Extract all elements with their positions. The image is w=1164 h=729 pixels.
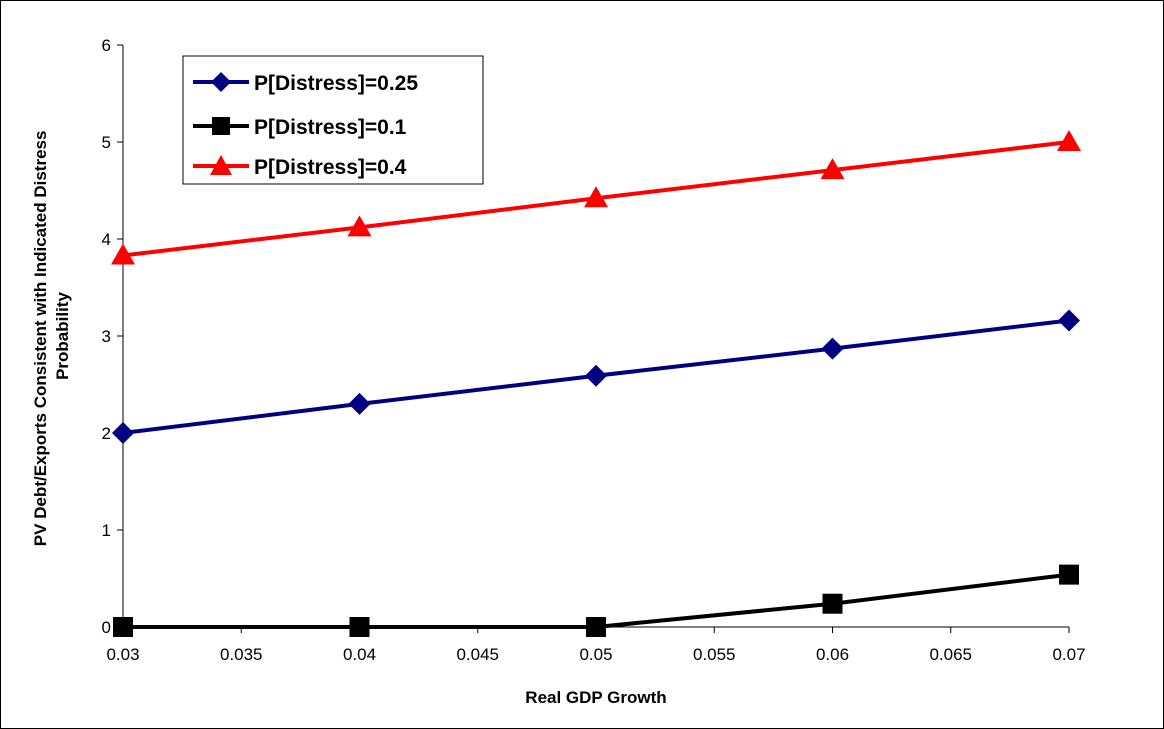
legend-label-0: P[Distress]=0.25 xyxy=(254,72,418,95)
data-point-diamond xyxy=(585,364,607,387)
legend-marker-triangle-icon xyxy=(210,155,232,175)
y-ticks: 0 1 2 3 4 5 6 xyxy=(102,36,123,637)
data-point-triangle xyxy=(111,243,135,265)
series-layer xyxy=(111,130,1081,637)
x-tick-label: 0.05 xyxy=(579,645,612,664)
legend-marker-square-icon xyxy=(212,117,230,135)
series-0 xyxy=(112,309,1080,444)
data-point-diamond xyxy=(821,337,844,360)
x-tick-label: 0.06 xyxy=(816,645,849,664)
y-axis-title: PV Debt/Exports Consistent with Indicate… xyxy=(31,126,72,546)
legend-label-2: P[Distress]=0.4 xyxy=(254,156,407,179)
data-point-square xyxy=(586,617,606,637)
legend-label-1: P[Distress]=0.1 xyxy=(254,116,407,139)
x-tick-label: 0.04 xyxy=(343,645,376,664)
series-1 xyxy=(113,564,1079,637)
legend-item-series-0: P[Distress]=0.25 xyxy=(193,72,418,95)
x-axis-title: Real GDP Growth xyxy=(525,688,666,707)
legend-box xyxy=(182,55,484,185)
data-point-diamond xyxy=(112,422,134,444)
x-tick-label: 0.03 xyxy=(106,645,139,664)
x-tick-label: 0.035 xyxy=(220,645,263,664)
legend-item-series-2: P[Distress]=0.4 xyxy=(193,155,407,179)
y-tick-label: 6 xyxy=(102,36,111,55)
data-point-triangle xyxy=(1057,130,1081,151)
series-2 xyxy=(111,130,1081,265)
x-ticks: 0.03 0.035 0.04 0.045 0.05 0.055 0.06 0.065 0.07 xyxy=(106,627,1086,664)
x-tick-label: 0.045 xyxy=(456,645,499,664)
y-tick-label: 4 xyxy=(102,230,111,249)
legend-marker-diamond-icon xyxy=(211,72,231,92)
data-point-diamond xyxy=(1058,309,1080,332)
y-tick-label: 2 xyxy=(102,424,111,443)
y-axis-title-line-2: Probability xyxy=(53,292,72,380)
y-tick-label: 3 xyxy=(102,327,111,346)
legend-item-series-1: P[Distress]=0.1 xyxy=(193,116,407,139)
data-point-triangle xyxy=(347,215,372,237)
data-point-square xyxy=(1059,564,1079,585)
x-tick-label: 0.055 xyxy=(693,645,736,664)
y-axis-title-line-1: PV Debt/Exports Consistent with Indicate… xyxy=(31,131,50,547)
y-tick-label: 5 xyxy=(102,133,111,152)
data-point-diamond xyxy=(348,392,371,415)
data-point-triangle xyxy=(820,158,845,180)
legend: P[Distress]=0.25 P[Distress]=0.1 P[Distr… xyxy=(182,55,484,185)
data-point-square xyxy=(822,593,843,614)
y-tick-label: 1 xyxy=(102,521,111,540)
y-tick-label: 0 xyxy=(102,618,111,637)
data-point-triangle xyxy=(584,186,608,208)
x-tick-label: 0.07 xyxy=(1052,645,1085,664)
data-point-square xyxy=(113,617,133,637)
x-tick-label: 0.065 xyxy=(929,645,972,664)
data-point-square xyxy=(349,617,370,637)
